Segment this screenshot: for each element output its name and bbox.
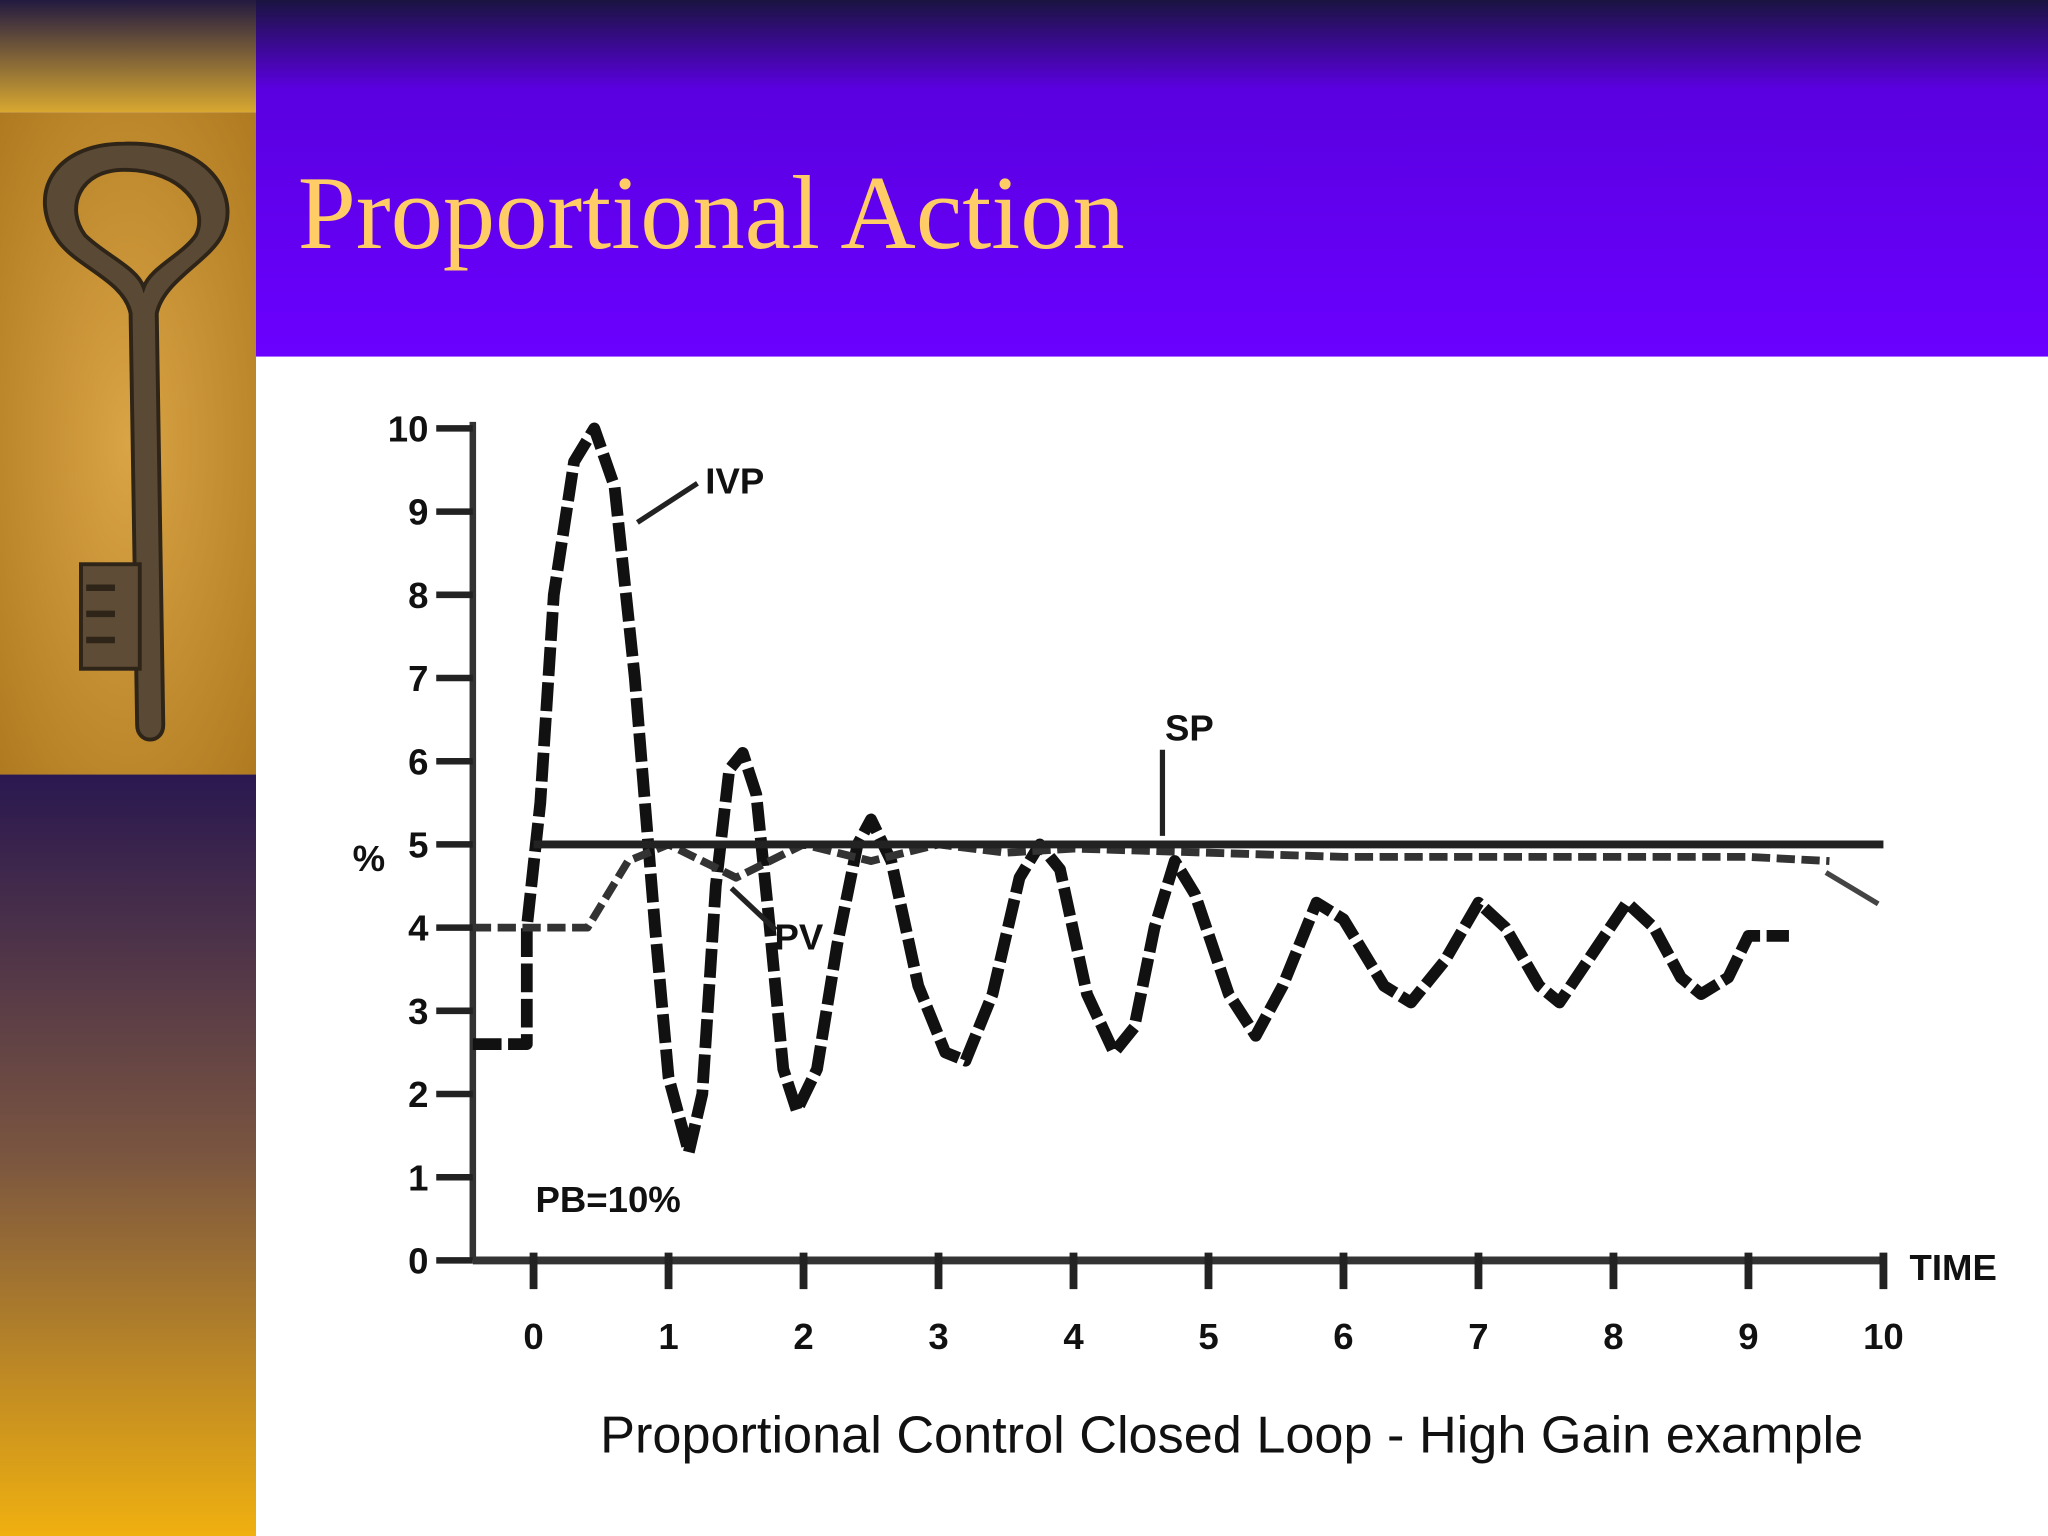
y-tick-label: 8 [408, 575, 428, 616]
y-tick-label: 2 [408, 1074, 428, 1115]
y-tick-label: 3 [408, 991, 428, 1032]
y-axis-label: % [353, 838, 386, 879]
series-line [472, 840, 1830, 932]
side-strip [0, 774, 256, 1536]
y-tick-label: 0 [408, 1240, 428, 1281]
x-tick-label: 10 [1863, 1316, 1904, 1357]
y-tick-label: 9 [408, 492, 428, 533]
series-line [472, 422, 1789, 1159]
caption: Proportional Control Closed Loop - High … [600, 1406, 1863, 1464]
x-tick-label: 5 [1198, 1316, 1218, 1357]
annotation: PB=10% [536, 1179, 681, 1220]
title-bar [256, 0, 2048, 357]
x-tick-label: 7 [1468, 1316, 1488, 1357]
corner [0, 0, 256, 113]
key-image [0, 112, 256, 775]
label-arrow [635, 481, 699, 525]
y-tick-label: 1 [408, 1157, 428, 1198]
label-arrow [1824, 870, 1880, 907]
series-label: PV [775, 917, 824, 958]
x-tick-label: 3 [928, 1316, 948, 1357]
series-label: SP [1165, 708, 1214, 749]
x-tick-label: 9 [1738, 1316, 1758, 1357]
y-tick-label: 6 [408, 741, 428, 782]
x-tick-label: 8 [1603, 1316, 1623, 1357]
series-label: IVP [705, 461, 764, 502]
y-tick-label: 7 [408, 658, 428, 699]
x-tick-label: 6 [1333, 1316, 1353, 1357]
x-axis-label: TIME [1910, 1247, 1997, 1288]
y-tick-label: 5 [408, 824, 428, 865]
y-tick-label: 10 [388, 408, 429, 449]
x-tick-label: 2 [793, 1316, 813, 1357]
slide-title: Proportional Action [298, 155, 1125, 271]
x-tick-label: 1 [658, 1316, 678, 1357]
x-tick-label: 4 [1063, 1316, 1084, 1357]
x-tick-label: 0 [523, 1316, 543, 1357]
label-arrow [729, 886, 778, 932]
y-tick-label: 4 [408, 908, 429, 949]
